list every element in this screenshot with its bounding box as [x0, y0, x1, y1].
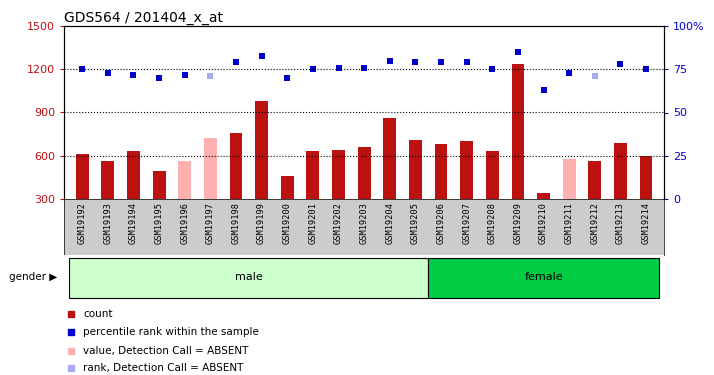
Bar [332, 150, 345, 199]
Text: gender ▶: gender ▶ [9, 273, 57, 282]
Text: GSM19208: GSM19208 [488, 202, 497, 244]
Bar [204, 138, 217, 199]
Text: GSM19212: GSM19212 [590, 202, 599, 244]
Text: GSM19196: GSM19196 [180, 202, 189, 244]
Text: GSM19193: GSM19193 [104, 202, 112, 244]
Bar [127, 151, 140, 199]
Bar [76, 154, 89, 199]
Text: GSM19213: GSM19213 [616, 202, 625, 244]
Text: GSM19214: GSM19214 [642, 202, 650, 244]
Bar [588, 161, 601, 199]
Bar [563, 159, 575, 199]
Bar [511, 64, 524, 199]
Text: GSM19203: GSM19203 [360, 202, 368, 244]
Bar [358, 147, 371, 199]
Text: GSM19198: GSM19198 [231, 202, 241, 244]
Text: GSM19192: GSM19192 [78, 202, 86, 244]
Bar [537, 193, 550, 199]
Text: GSM19202: GSM19202 [334, 202, 343, 244]
Text: percentile rank within the sample: percentile rank within the sample [84, 327, 259, 338]
Text: GSM19197: GSM19197 [206, 202, 215, 244]
Bar [383, 118, 396, 199]
Bar [153, 171, 166, 199]
Text: GSM19206: GSM19206 [436, 202, 446, 244]
Text: GSM19209: GSM19209 [513, 202, 523, 244]
Bar [178, 161, 191, 199]
Text: value, Detection Call = ABSENT: value, Detection Call = ABSENT [84, 346, 248, 356]
Text: female: female [524, 272, 563, 282]
Text: count: count [84, 309, 113, 319]
Bar [281, 176, 293, 199]
Text: GDS564 / 201404_x_at: GDS564 / 201404_x_at [64, 11, 223, 25]
Text: male: male [235, 272, 263, 282]
Text: GSM19201: GSM19201 [308, 202, 318, 244]
Text: GSM19204: GSM19204 [386, 202, 394, 244]
Text: GSM19207: GSM19207 [462, 202, 471, 244]
Bar [101, 161, 114, 199]
Text: GSM19211: GSM19211 [565, 202, 573, 244]
Text: GSM19194: GSM19194 [129, 202, 138, 244]
Text: rank, Detection Call = ABSENT: rank, Detection Call = ABSENT [84, 363, 243, 373]
Bar [69, 258, 428, 298]
Bar [306, 151, 319, 199]
Bar [435, 144, 448, 199]
Bar [255, 101, 268, 199]
Bar [428, 258, 659, 298]
Bar [640, 156, 653, 199]
Bar [461, 141, 473, 199]
Text: GSM19195: GSM19195 [155, 202, 164, 244]
Bar [409, 140, 422, 199]
Text: GSM19210: GSM19210 [539, 202, 548, 244]
Text: GSM19200: GSM19200 [283, 202, 292, 244]
Bar [486, 151, 498, 199]
Bar [230, 133, 242, 199]
Bar [614, 143, 627, 199]
Text: GSM19199: GSM19199 [257, 202, 266, 244]
Text: GSM19205: GSM19205 [411, 202, 420, 244]
